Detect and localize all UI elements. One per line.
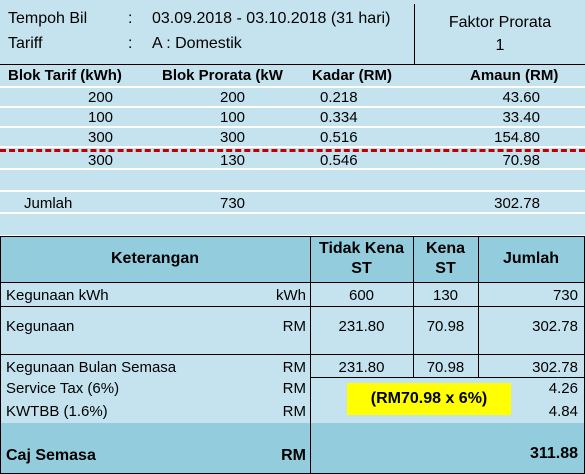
summary-row-tidak-kena: 600	[348, 287, 375, 304]
tempoh-label: Tempoh Bil	[8, 10, 88, 27]
dashed-divider	[0, 149, 585, 152]
header-bottom-border	[0, 64, 585, 65]
block-jumlah-label: Jumlah	[24, 195, 73, 212]
summary-row-kena: 70.98	[426, 359, 465, 376]
row-separator	[0, 106, 585, 108]
summary-row-kena: 130	[432, 287, 459, 304]
summary-row-unit: RM	[282, 403, 306, 420]
row-separator	[0, 86, 585, 88]
block-cell: 200	[220, 89, 246, 106]
summary-row-jumlah: 4.84	[548, 403, 578, 420]
block-cell: 200	[88, 89, 114, 106]
row-separator	[0, 190, 585, 192]
summary-row-label: Caj Semasa	[6, 447, 96, 464]
block-header-amaun: Amaun (RM)	[470, 67, 559, 84]
block-cell: 0.546	[320, 152, 358, 169]
summary-row-label: Kegunaan kWh	[6, 287, 109, 304]
summary-row-label: Kegunaan Bulan Semasa	[6, 359, 177, 376]
tariff-colon: :	[128, 35, 133, 52]
summary-row-jumlah: 4.26	[548, 380, 578, 397]
summary-top-border	[0, 236, 585, 237]
block-header-prorata: Blok Prorata (kW	[162, 67, 283, 84]
summary-row-label: KWTBB (1.6%)	[6, 403, 108, 420]
summary-header-tidak-kena-st: ST	[351, 260, 372, 277]
summary-row-tidak-kena: 231.80	[338, 318, 385, 335]
faktor-label: Faktor Prorata	[448, 14, 552, 31]
summary-row-jumlah: 311.88	[529, 445, 578, 462]
block-header-tarif: Blok Tarif (kWh)	[8, 67, 122, 84]
annotation-text: (RM70.98 x 6%)	[370, 390, 488, 407]
block-cell: 0.516	[320, 129, 358, 146]
summary-row-unit: RM	[282, 359, 306, 376]
summary-header-kena-st: ST	[435, 260, 456, 277]
summary-row-jumlah: 302.78	[532, 318, 578, 335]
block-cell: 70.98	[502, 152, 540, 169]
summary-header-tidak-kena: Tidak Kena	[318, 240, 405, 257]
row-separator	[0, 126, 585, 128]
block-cell: 33.40	[502, 109, 540, 126]
summary-row-label: Kegunaan	[6, 318, 75, 335]
block-cell: 300	[220, 129, 246, 146]
tempoh-colon: :	[128, 10, 133, 27]
summary-row-unit: kWh	[276, 287, 306, 304]
summary-header-bg	[0, 237, 585, 283]
summary-col-divider	[310, 236, 311, 474]
block-cell: 300	[88, 129, 114, 146]
row-separator	[0, 168, 585, 170]
summary-left-border	[0, 236, 1, 474]
tempoh-value: 03.09.2018 - 03.10.2018 (31 hari)	[152, 10, 391, 27]
summary-row-label: Service Tax (6%)	[6, 380, 120, 397]
block-cell: 0.218	[320, 89, 358, 106]
summary-row-unit: RM	[282, 380, 306, 397]
summary-col-divider	[478, 236, 479, 378]
summary-row-unit: RM	[281, 447, 306, 464]
summary-header-keterangan: Keterangan	[110, 250, 200, 267]
block-header-kadar: Kadar (RM)	[312, 67, 393, 84]
summary-row-unit: RM	[282, 318, 306, 335]
summary-col-divider	[413, 236, 414, 378]
summary-row-jumlah: 730	[552, 287, 578, 304]
summary-header-border	[0, 282, 585, 283]
summary-row-border	[0, 354, 585, 355]
tariff-label: Tariff	[8, 35, 43, 52]
summary-row-jumlah: 302.78	[532, 359, 578, 376]
row-separator	[0, 146, 585, 148]
block-cell: 43.60	[502, 89, 540, 106]
header-box	[0, 0, 585, 64]
block-jumlah-prorata: 730	[220, 195, 246, 212]
summary-header-jumlah: Jumlah	[502, 250, 559, 267]
block-cell: 154.80	[494, 129, 540, 146]
tariff-value: A : Domestik	[152, 35, 242, 52]
service-tax-annotation: (RM70.98 x 6%)	[347, 383, 511, 415]
summary-row-border	[310, 377, 585, 378]
summary-row-kena: 70.98	[426, 318, 465, 335]
row-separator	[0, 212, 585, 214]
summary-row-tidak-kena: 231.80	[338, 359, 385, 376]
block-cell: 130	[220, 152, 246, 169]
block-cell: 300	[88, 152, 114, 169]
header-divider	[414, 4, 415, 64]
summary-header-kena: Kena	[425, 240, 466, 257]
block-cell: 100	[220, 109, 246, 126]
block-cell: 0.334	[320, 109, 358, 126]
summary-row-border	[0, 306, 585, 307]
caj-row-bg	[0, 423, 585, 474]
faktor-value: 1	[495, 37, 505, 54]
block-jumlah-amaun: 302.78	[494, 195, 540, 212]
block-cell: 100	[88, 109, 114, 126]
